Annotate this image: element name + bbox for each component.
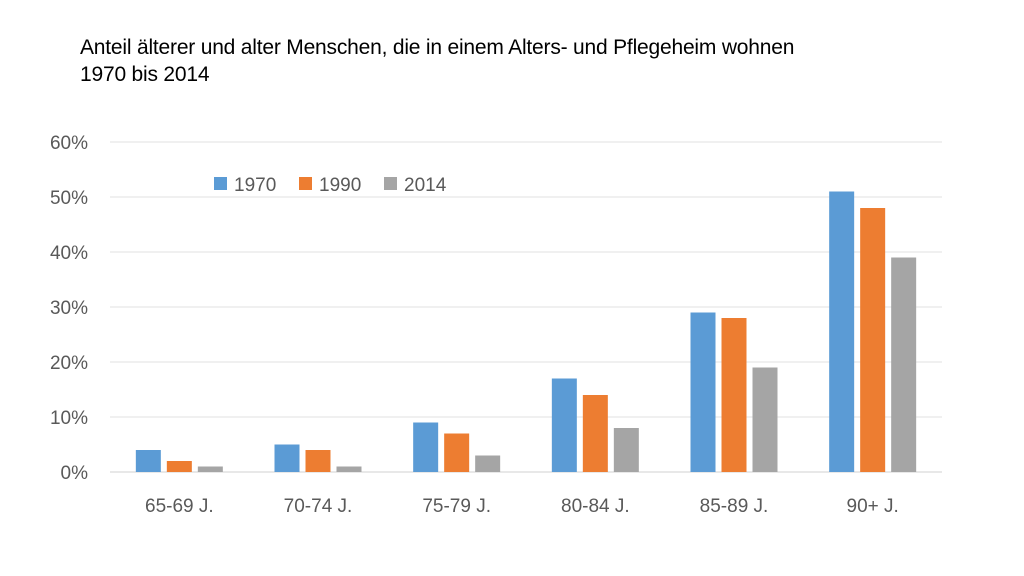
bars xyxy=(135,191,917,472)
gridlines xyxy=(110,141,942,473)
legend-swatch-1970 xyxy=(214,177,227,190)
x-tick-label-1: 70-74 J. xyxy=(284,496,353,517)
bar-2014-0 xyxy=(197,466,223,472)
bar-1990-2 xyxy=(444,433,470,472)
x-tick-label-2: 75-79 J. xyxy=(422,496,491,517)
bar-2014-3 xyxy=(613,428,639,472)
legend: 1970 1990 2014 xyxy=(214,175,447,196)
bar-2014-2 xyxy=(475,455,501,472)
y-tick-label-50: 50% xyxy=(50,188,88,209)
chart-title-line-2: 1970 bis 2014 xyxy=(80,63,210,86)
bar-1970-5 xyxy=(829,191,855,472)
x-tick-label-3: 80-84 J. xyxy=(561,496,630,517)
bar-1990-1 xyxy=(305,450,331,472)
bar-2014-1 xyxy=(336,466,362,472)
x-axis-tick-labels: 65-69 J. 70-74 J. 75-79 J. 80-84 J. 85-89 J.… xyxy=(145,496,899,517)
bar-1970-4 xyxy=(690,312,716,472)
bar-1970-1 xyxy=(274,444,300,472)
chart-title-line-1: Anteil älterer und alter Menschen, die i… xyxy=(80,36,795,59)
y-tick-label-30: 30% xyxy=(50,298,88,319)
chart-title: Anteil älterer und alter Menschen, die i… xyxy=(80,34,980,88)
legend-label-2014: 2014 xyxy=(404,175,447,196)
bar-1990-0 xyxy=(166,461,192,472)
bar-1990-3 xyxy=(582,395,608,472)
y-axis-tick-labels: 0% 10% 20% 30% 40% 50% 60% xyxy=(50,133,88,484)
y-tick-label-40: 40% xyxy=(50,243,88,264)
y-tick-label-20: 20% xyxy=(50,353,88,374)
bar-1990-4 xyxy=(721,318,747,472)
bar-2014-4 xyxy=(752,367,778,472)
bar-1970-0 xyxy=(135,450,161,472)
legend-label-1970: 1970 xyxy=(234,175,276,196)
legend-swatch-2014 xyxy=(384,177,397,190)
x-tick-label-4: 85-89 J. xyxy=(700,496,769,517)
y-tick-label-10: 10% xyxy=(50,408,88,429)
bar-2014-5 xyxy=(891,257,917,472)
bar-1970-3 xyxy=(551,378,577,472)
y-tick-label-0: 0% xyxy=(61,463,89,484)
bar-1970-2 xyxy=(413,422,439,472)
bar-1990-5 xyxy=(860,208,886,472)
y-tick-label-60: 60% xyxy=(50,133,88,154)
x-tick-label-5: 90+ J. xyxy=(847,496,899,517)
x-tick-label-0: 65-69 J. xyxy=(145,496,214,517)
legend-label-1990: 1990 xyxy=(319,175,361,196)
legend-swatch-1990 xyxy=(299,177,312,190)
